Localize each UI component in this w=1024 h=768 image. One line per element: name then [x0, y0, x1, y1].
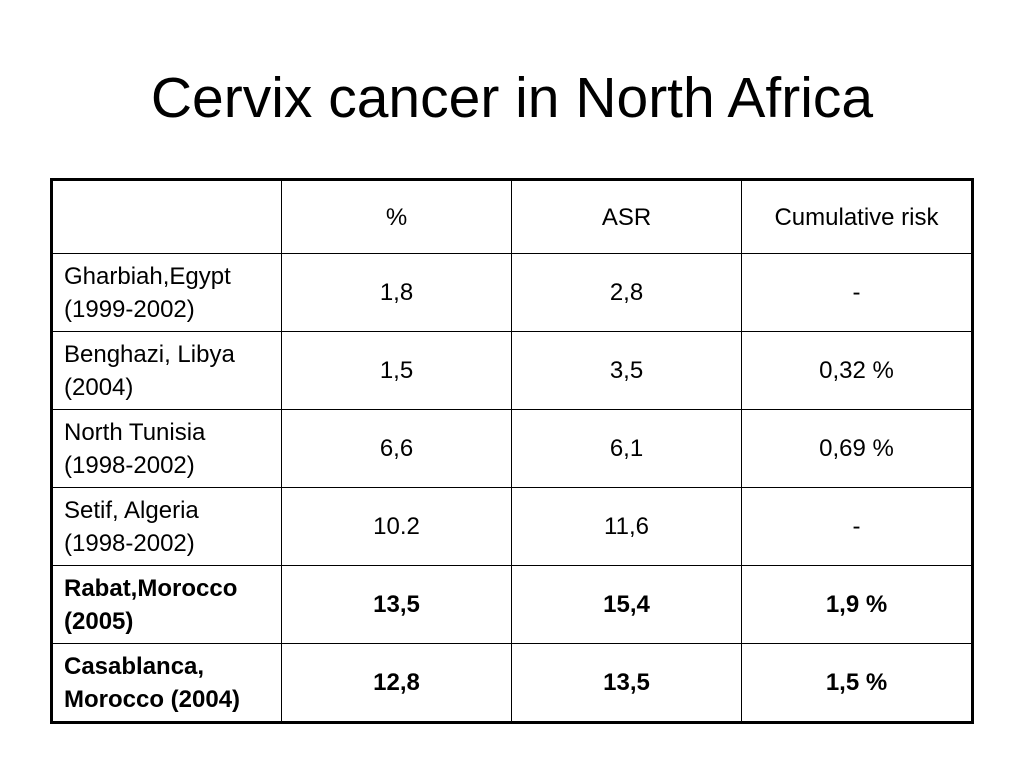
location-period: (2004)	[64, 373, 134, 401]
percent-cell: 1,8	[281, 253, 512, 332]
header-cell-percent: %	[281, 179, 512, 254]
table-row: Rabat,Morocco (2005) 13,5 15,4 1,9 %	[51, 565, 973, 644]
percent-cell: 13,5	[281, 565, 512, 644]
location-period: (1998-2002)	[64, 451, 195, 479]
table-header-row: % ASR Cumulative risk	[51, 179, 973, 254]
percent-cell: 12,8	[281, 643, 512, 723]
header-cell-cumulative-risk: Cumulative risk	[741, 179, 973, 254]
location-period: (1998-2002)	[64, 529, 195, 557]
asr-cell: 15,4	[511, 565, 742, 644]
percent-cell: 6,6	[281, 409, 512, 488]
location-name: North Tunisia	[64, 418, 206, 446]
header-cell-empty	[51, 179, 282, 254]
table-row: Setif, Algeria (1998-2002) 10.2 11,6 -	[51, 487, 973, 566]
location-name: Setif, Algeria	[64, 496, 199, 524]
location-period: (2005)	[64, 607, 134, 635]
location-cell: North Tunisia (1998-2002)	[51, 409, 282, 488]
table-row: Gharbiah,Egypt (1999-2002) 1,8 2,8 -	[51, 253, 973, 332]
cumulative-risk-cell: -	[741, 487, 973, 566]
asr-cell: 6,1	[511, 409, 742, 488]
table-row: Casablanca, Morocco (2004) 12,8 13,5 1,5…	[51, 643, 973, 723]
location-name: Rabat,Morocco	[64, 574, 238, 602]
asr-cell: 3,5	[511, 331, 742, 410]
cumulative-risk-cell: -	[741, 253, 973, 332]
location-name: Gharbiah,Egypt	[64, 262, 231, 290]
percent-cell: 10.2	[281, 487, 512, 566]
location-cell: Rabat,Morocco (2005)	[51, 565, 282, 644]
header-cell-asr: ASR	[511, 179, 742, 254]
asr-cell: 13,5	[511, 643, 742, 723]
percent-cell: 1,5	[281, 331, 512, 410]
location-name: Benghazi, Libya	[64, 340, 235, 368]
table-row: North Tunisia (1998-2002) 6,6 6,1 0,69 %	[51, 409, 973, 488]
cumulative-risk-cell: 1,5 %	[741, 643, 973, 723]
location-cell: Gharbiah,Egypt (1999-2002)	[51, 253, 282, 332]
cumulative-risk-cell: 0,32 %	[741, 331, 973, 410]
location-cell: Casablanca, Morocco (2004)	[51, 643, 282, 723]
cumulative-risk-cell: 0,69 %	[741, 409, 973, 488]
asr-cell: 2,8	[511, 253, 742, 332]
cumulative-risk-cell: 1,9 %	[741, 565, 973, 644]
cervix-cancer-table: % ASR Cumulative risk Gharbiah,Egypt (19…	[50, 178, 974, 724]
slide-title: Cervix cancer in North Africa	[150, 66, 874, 130]
location-period: Morocco (2004)	[64, 685, 241, 713]
location-cell: Benghazi, Libya (2004)	[51, 331, 282, 410]
location-period: (1999-2002)	[64, 295, 195, 323]
location-name: Casablanca,	[64, 652, 205, 680]
location-cell: Setif, Algeria (1998-2002)	[51, 487, 282, 566]
table-row: Benghazi, Libya (2004) 1,5 3,5 0,32 %	[51, 331, 973, 410]
asr-cell: 11,6	[511, 487, 742, 566]
